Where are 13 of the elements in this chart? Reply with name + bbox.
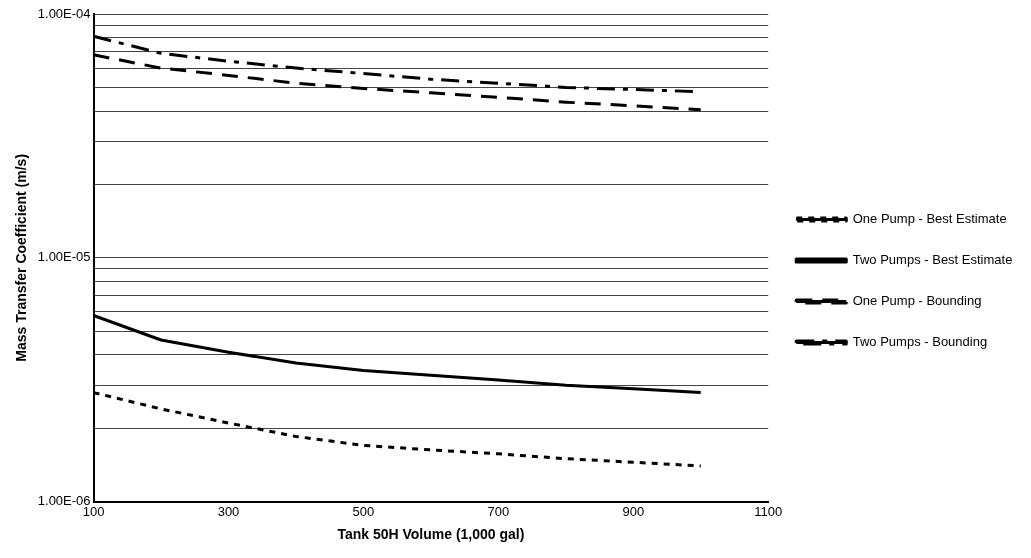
x-axis-title: Tank 50H Volume (1,000 gal) bbox=[337, 526, 525, 543]
legend-label: Two Pumps - Best Estimate bbox=[852, 252, 1013, 268]
y-axis-title: Mass Transfer Coefficient (m/s) bbox=[13, 153, 30, 362]
x-tick-label: 1100 bbox=[754, 503, 783, 519]
y-tick-label: 1.00E-05 bbox=[37, 249, 91, 265]
y-tick-label: 1.00E-04 bbox=[37, 5, 91, 21]
x-tick-label: 500 bbox=[352, 503, 375, 519]
legend-label: Two Pumps - Bounding bbox=[852, 334, 988, 350]
legend-label: One Pump - Bounding bbox=[852, 293, 982, 309]
legend-label: One Pump - Best Estimate bbox=[852, 211, 1007, 227]
x-tick-label: 300 bbox=[217, 503, 240, 519]
x-tick-label: 700 bbox=[487, 503, 510, 519]
x-tick-label: 900 bbox=[622, 503, 645, 519]
